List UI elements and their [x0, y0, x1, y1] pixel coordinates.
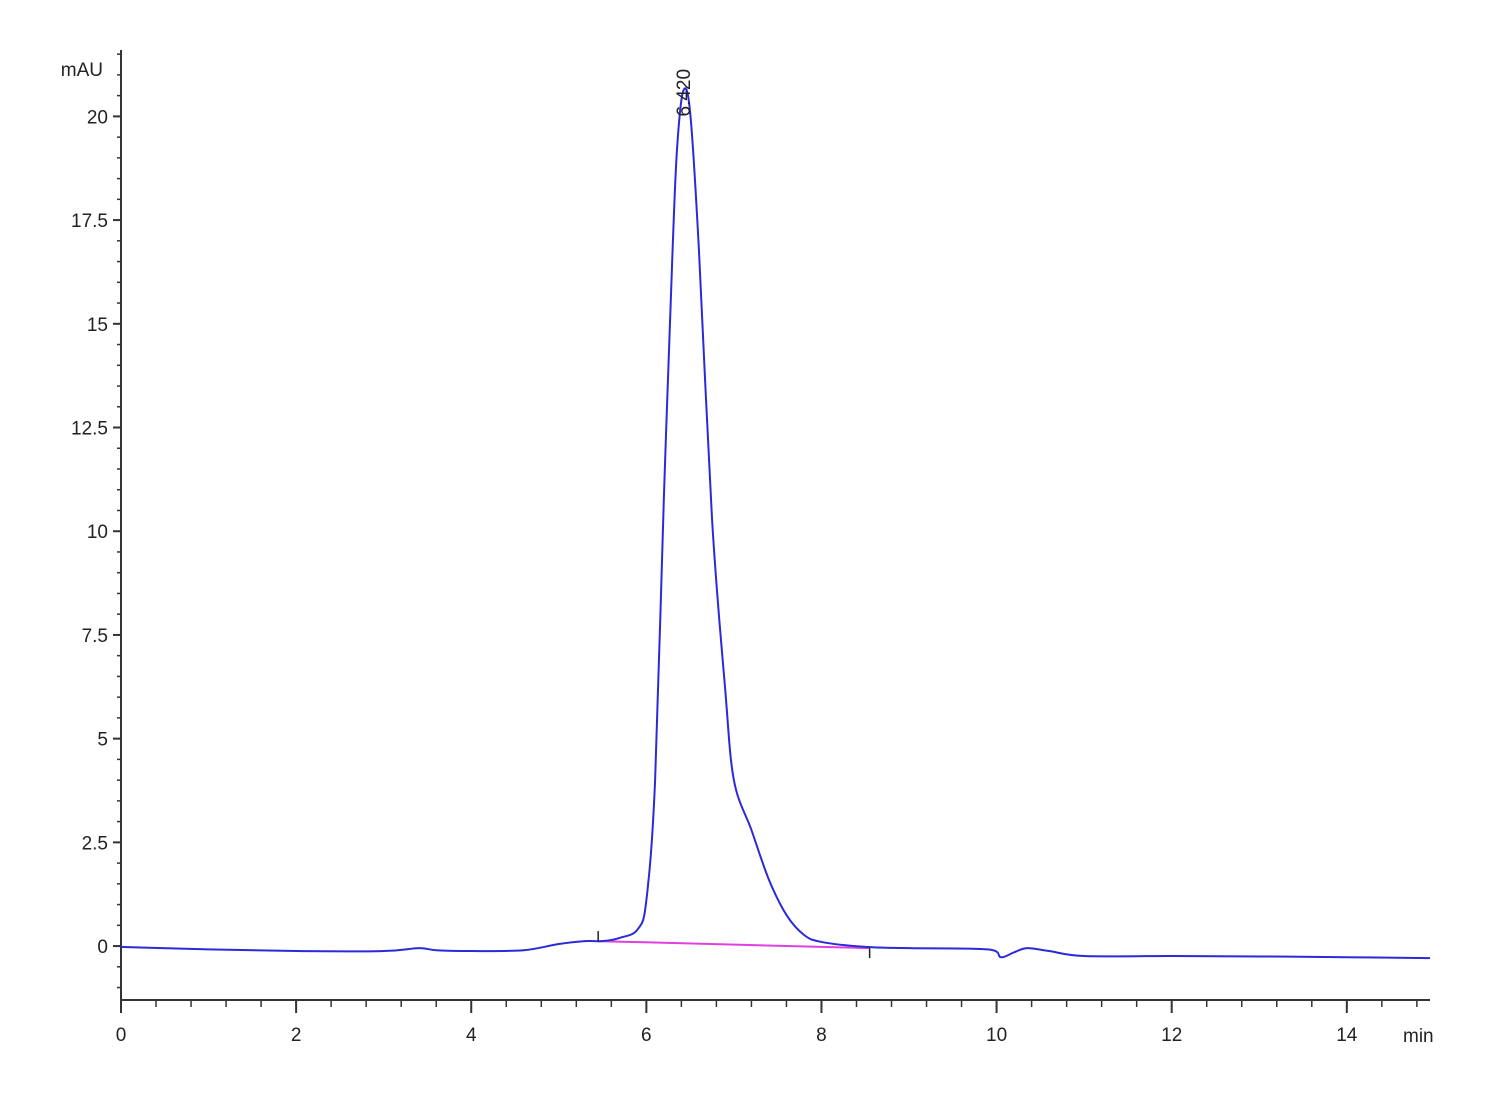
x-tick-label: 10 [986, 1025, 1007, 1046]
y-tick-label: 5 [97, 730, 108, 751]
y-tick-label: 20 [87, 107, 108, 128]
y-tick-label: 12.5 [71, 419, 108, 440]
x-tick-label: 12 [1161, 1025, 1182, 1046]
y-tick-label: 15 [87, 315, 108, 336]
y-tick-label: 7.5 [82, 626, 108, 647]
x-axis-label: min [1403, 1026, 1434, 1047]
x-tick-label: 4 [466, 1025, 477, 1046]
axes: 0 2.5 5 7.5 10 12.5 15 17.5 20 0 2 4 6 8 10 12 14 [71, 50, 1430, 1046]
peak-retention-label: 6.420 [674, 69, 695, 117]
x-tick-label: 0 [116, 1025, 127, 1046]
x-tick-label: 14 [1336, 1025, 1358, 1046]
y-tick-label: 10 [87, 522, 108, 543]
chromatogram-trace [120, 87, 1431, 960]
y-tick-label: 2.5 [82, 833, 108, 854]
y-tick-label: 17.5 [71, 211, 108, 232]
x-tick-label: 8 [816, 1025, 827, 1046]
integration-baseline [598, 940, 870, 950]
x-tick-label: 2 [291, 1025, 302, 1046]
y-tick-label: 0 [97, 937, 108, 958]
y-axis-label: mAU [61, 60, 103, 81]
peak-marks: 6.420 [597, 69, 871, 959]
x-tick-label: 6 [641, 1025, 652, 1046]
